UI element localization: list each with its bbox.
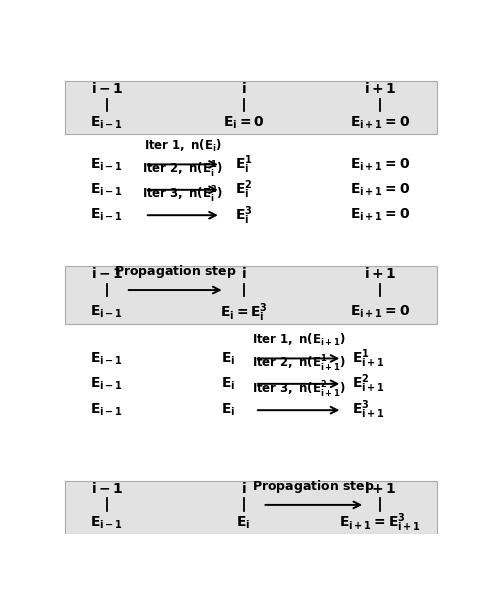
Text: $\mathbf{Iter\ 2,\ n(E_i^{1})}$: $\mathbf{Iter\ 2,\ n(E_i^{1})}$ [143, 160, 223, 179]
Text: $\mathbf{E_{i-1}}$: $\mathbf{E_{i-1}}$ [90, 207, 123, 223]
Text: $\mathbf{Iter\ 3,\ n(E_{i+1}^{2})}$: $\mathbf{Iter\ 3,\ n(E_{i+1}^{2})}$ [252, 380, 345, 400]
Text: $\mathbf{Iter\ 1,\ n(E_{i+1})}$: $\mathbf{Iter\ 1,\ n(E_{i+1})}$ [252, 332, 345, 348]
Text: $\mathbf{Iter\ 3,\ n(E_i^{2})}$: $\mathbf{Iter\ 3,\ n(E_i^{2})}$ [143, 185, 223, 205]
Text: $\mathbf{E_i}$: $\mathbf{E_i}$ [236, 514, 251, 530]
Text: $\mathbf{E_i^{1}}$: $\mathbf{E_i^{1}}$ [235, 153, 252, 176]
Text: $\mathbf{i}$: $\mathbf{i}$ [241, 266, 246, 281]
Text: $\mathbf{E_i}$: $\mathbf{E_i}$ [221, 402, 236, 418]
Text: $\mathbf{E_{i-1}}$: $\mathbf{E_{i-1}}$ [90, 402, 123, 418]
Text: $\mathbf{E_{i+1}=0}$: $\mathbf{E_{i+1}=0}$ [350, 156, 410, 173]
Text: $\mathbf{i-1}$: $\mathbf{i-1}$ [91, 481, 123, 496]
Text: $\mathbf{E_{i-1}}$: $\mathbf{E_{i-1}}$ [90, 115, 123, 131]
Text: $\mathbf{i-1}$: $\mathbf{i-1}$ [91, 81, 123, 96]
FancyBboxPatch shape [65, 81, 437, 134]
Text: $\mathbf{Iter\ 1,\ n(E_i)}$: $\mathbf{Iter\ 1,\ n(E_i)}$ [144, 138, 221, 154]
Text: $\mathbf{i}$: $\mathbf{i}$ [241, 481, 246, 496]
Text: $\mathbf{Propagation\ step}$: $\mathbf{Propagation\ step}$ [252, 478, 375, 495]
Text: $\mathbf{E_i^{3}}$: $\mathbf{E_i^{3}}$ [235, 204, 252, 227]
FancyBboxPatch shape [65, 481, 437, 534]
Text: $\mathbf{Propagation\ step}$: $\mathbf{Propagation\ step}$ [114, 263, 237, 280]
Text: $\mathbf{E_{i+1}=0}$: $\mathbf{E_{i+1}=0}$ [350, 182, 410, 198]
Text: $\mathbf{E_{i+1}=E_{i+1}^{3}}$: $\mathbf{E_{i+1}=E_{i+1}^{3}}$ [339, 511, 421, 534]
FancyBboxPatch shape [65, 266, 437, 324]
Text: $\mathbf{E_{i+1}^{1}}$: $\mathbf{E_{i+1}^{1}}$ [352, 347, 385, 370]
Text: $\mathbf{E_{i-1}}$: $\mathbf{E_{i-1}}$ [90, 182, 123, 198]
Text: $\mathbf{E_{i+1}^{3}}$: $\mathbf{E_{i+1}^{3}}$ [352, 399, 385, 421]
Text: $\mathbf{E_{i-1}}$: $\mathbf{E_{i-1}}$ [90, 350, 123, 367]
Text: $\mathbf{i+1}$: $\mathbf{i+1}$ [364, 266, 396, 281]
Text: $\mathbf{E_{i+1}^{2}}$: $\mathbf{E_{i+1}^{2}}$ [352, 373, 385, 395]
Text: $\mathbf{E_i}$: $\mathbf{E_i}$ [221, 376, 236, 392]
Text: $\mathbf{i}$: $\mathbf{i}$ [241, 81, 246, 96]
Text: $\mathbf{E_{i+1}=0}$: $\mathbf{E_{i+1}=0}$ [350, 304, 410, 320]
Text: $\mathbf{i-1}$: $\mathbf{i-1}$ [91, 266, 123, 281]
Text: $\mathbf{i+1}$: $\mathbf{i+1}$ [364, 481, 396, 496]
Text: $\mathbf{E_{i+1}=0}$: $\mathbf{E_{i+1}=0}$ [350, 207, 410, 223]
Text: $\mathbf{E_{i-1}}$: $\mathbf{E_{i-1}}$ [90, 304, 123, 320]
Text: $\mathbf{E_i^{2}}$: $\mathbf{E_i^{2}}$ [235, 179, 252, 201]
Text: $\mathbf{E_i}$: $\mathbf{E_i}$ [221, 350, 236, 367]
Text: $\mathbf{E_{i-1}}$: $\mathbf{E_{i-1}}$ [90, 376, 123, 392]
Text: $\mathbf{E_i=E_i^{3}}$: $\mathbf{E_i=E_i^{3}}$ [220, 301, 268, 323]
Text: $\mathbf{Iter\ 2,\ n(E_{i+1}^{1})}$: $\mathbf{Iter\ 2,\ n(E_{i+1}^{1})}$ [252, 353, 345, 374]
Text: $\mathbf{E_{i+1}=0}$: $\mathbf{E_{i+1}=0}$ [350, 115, 410, 131]
Text: $\mathbf{i+1}$: $\mathbf{i+1}$ [364, 81, 396, 96]
Text: $\mathbf{E_i=0}$: $\mathbf{E_i=0}$ [223, 115, 264, 131]
Text: $\mathbf{E_{i-1}}$: $\mathbf{E_{i-1}}$ [90, 156, 123, 173]
Text: $\mathbf{E_{i-1}}$: $\mathbf{E_{i-1}}$ [90, 514, 123, 530]
